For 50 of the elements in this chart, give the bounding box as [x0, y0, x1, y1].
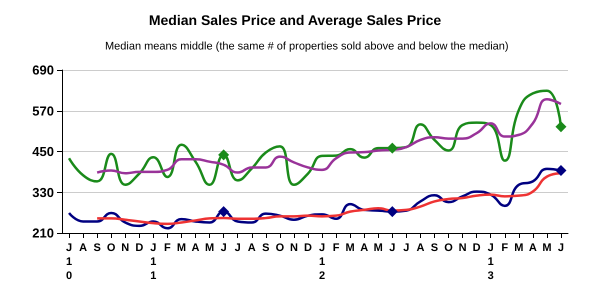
x-tick-label: M: [346, 242, 355, 254]
y-tick-label: 210: [32, 226, 54, 240]
x-tick-label: J 1 3: [488, 242, 494, 282]
x-tick-label: S: [262, 242, 270, 254]
point: [218, 149, 230, 160]
point: [386, 142, 398, 154]
x-tick-label: D: [304, 242, 312, 254]
x-tick-label: M: [374, 242, 383, 254]
x-tick-label: A: [416, 242, 424, 254]
x-tick-label: S: [430, 242, 438, 254]
x-tick-label: F: [501, 242, 508, 254]
x-tick-label: J: [403, 242, 410, 254]
x-tick-label: O: [276, 242, 285, 254]
x-tick-label: J: [234, 242, 241, 254]
point: [555, 121, 566, 132]
x-tick-label: J 1 2: [318, 242, 326, 282]
point: [555, 165, 566, 176]
x-tick-label: A: [360, 242, 368, 254]
x-tick-label: N: [290, 242, 298, 254]
y-tick-label: 330: [32, 184, 54, 200]
x-tick-label: M: [542, 242, 552, 254]
x-tick-label: S: [93, 242, 101, 254]
point: [386, 206, 398, 218]
line-series: [96, 98, 562, 174]
y-tick-label: 570: [32, 103, 54, 118]
x-tick-label: F: [332, 242, 340, 254]
x-tick-label: D: [472, 242, 481, 254]
x-tick-label: F: [164, 242, 172, 254]
x-tick-label: A: [528, 242, 537, 254]
x-tick-label: A: [248, 242, 256, 254]
x-tick-label: A: [79, 242, 88, 254]
x-tick-label: J: [220, 242, 227, 254]
x-tick-label: O: [106, 242, 116, 254]
x-tick-label: J: [389, 242, 396, 254]
point: [218, 206, 230, 218]
x-tick-label: N: [458, 242, 467, 254]
x-tick-label: M: [176, 242, 186, 254]
x-tick-label: J 1 1: [150, 242, 156, 282]
chart-subtitle: Median means middle (the same # of properties sold above and below the median): [105, 40, 509, 52]
chart-title: Median Sales Price and Average Sales Price: [148, 12, 442, 28]
x-tick-label: J: [558, 242, 564, 254]
x-tick-label: D: [135, 242, 144, 254]
x-tick-label: J 1 0: [66, 242, 72, 282]
x-tick-label: M: [204, 242, 214, 254]
x-tick-label: M: [514, 242, 524, 254]
y-tick-label: 450: [32, 144, 54, 159]
x-tick-label: N: [121, 242, 130, 254]
y-tick-label: 690: [32, 62, 54, 78]
x-tick-label: O: [444, 242, 454, 254]
x-tick-label: A: [192, 242, 200, 254]
